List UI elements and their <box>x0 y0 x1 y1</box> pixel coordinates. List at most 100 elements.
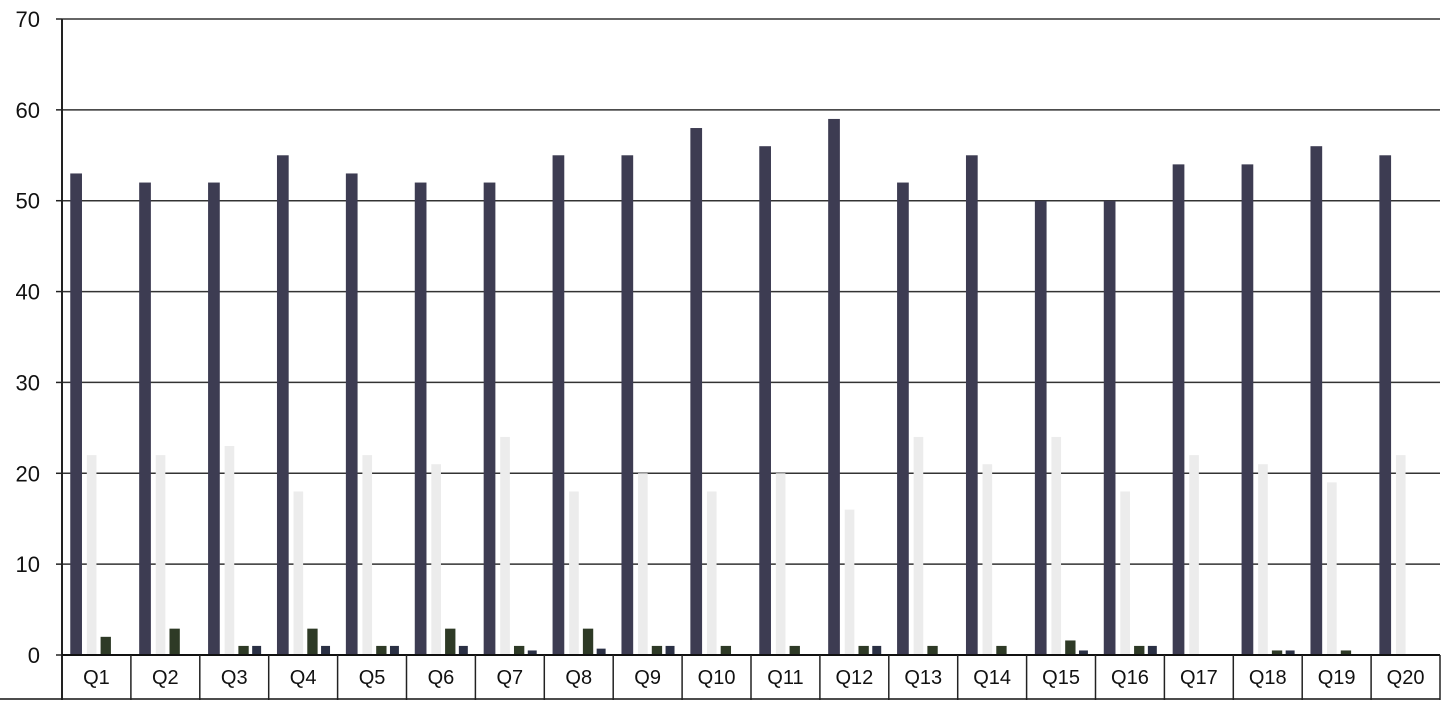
bar-series-1-Q20 <box>1379 155 1392 656</box>
y-tick-label: 40 <box>16 280 40 305</box>
bar-series-2-Q9 <box>638 473 648 655</box>
bar-series-1-Q16 <box>1103 200 1116 655</box>
bars <box>70 118 1406 656</box>
bar-series-2-Q17 <box>1189 455 1199 655</box>
bar-series-3-Q12 <box>858 645 869 655</box>
category-label-Q11: Q11 <box>767 667 803 689</box>
bar-series-1-Q6 <box>414 182 427 656</box>
category-label-Q2: Q2 <box>152 667 179 689</box>
bar-series-4-Q15 <box>1078 650 1088 655</box>
bar-series-2-Q15 <box>1051 436 1062 655</box>
bar-series-4-Q8 <box>596 648 606 655</box>
bar-series-1-Q1 <box>70 173 82 655</box>
category-label-Q8: Q8 <box>565 667 592 689</box>
bar-series-1-Q4 <box>276 155 289 656</box>
bar-series-4-Q16 <box>1147 645 1157 655</box>
bar-series-2-Q4 <box>293 491 304 655</box>
bar-series-3-Q18 <box>1271 650 1283 655</box>
category-label-Q17: Q17 <box>1180 667 1218 689</box>
category-label-Q15: Q15 <box>1042 667 1080 689</box>
y-tick-label: 70 <box>16 7 40 32</box>
gridlines <box>62 18 1440 565</box>
bar-series-1-Q15 <box>1034 200 1047 655</box>
category-label-Q16: Q16 <box>1111 667 1149 689</box>
bar-series-2-Q1 <box>86 455 97 655</box>
bar-series-4-Q9 <box>665 645 675 655</box>
y-tick-label: 20 <box>16 461 40 486</box>
bar-series-1-Q10 <box>690 128 703 655</box>
bar-series-2-Q20 <box>1395 455 1406 655</box>
bar-series-2-Q12 <box>844 509 855 655</box>
bar-series-1-Q8 <box>552 155 565 656</box>
category-table: Q1 Q2 Q3 Q4 Q5 Q6 Q7 Q8 Q9 Q10 Q11 Q12 Q13 Q14 Q15 Q16 Q… <box>0 654 1441 700</box>
y-tick-label: 10 <box>16 552 40 577</box>
category-label-Q18: Q18 <box>1249 667 1287 689</box>
bar-series-2-Q8 <box>569 491 579 655</box>
bar-series-1-Q19 <box>1310 146 1323 655</box>
category-label-Q20: Q20 <box>1387 667 1425 689</box>
category-label-Q12: Q12 <box>835 667 873 689</box>
bar-series-2-Q3 <box>224 446 235 655</box>
bar-series-1-Q7 <box>483 182 496 656</box>
bar-series-2-Q5 <box>362 455 373 655</box>
axes <box>56 18 63 700</box>
bar-series-1-Q13 <box>897 182 909 656</box>
bar-series-3-Q4 <box>307 628 318 655</box>
bar-series-1-Q14 <box>965 155 978 656</box>
bar-series-3-Q8 <box>582 628 594 655</box>
bar-series-4-Q5 <box>389 645 399 655</box>
bar-series-1-Q5 <box>345 173 358 655</box>
bar-series-2-Q6 <box>431 464 441 655</box>
y-tick-label: 50 <box>16 189 40 214</box>
bar-series-4-Q12 <box>872 645 882 655</box>
bar-series-2-Q7 <box>500 436 510 655</box>
bar-series-1-Q18 <box>1241 164 1254 655</box>
bar-series-4-Q3 <box>252 645 262 655</box>
bar-series-4-Q6 <box>458 645 468 655</box>
category-label-Q1: Q1 <box>83 667 110 689</box>
bar-series-1-Q3 <box>208 182 220 656</box>
bar-series-3-Q14 <box>996 645 1007 655</box>
category-label-Q4: Q4 <box>290 667 317 689</box>
bar-series-3-Q7 <box>513 645 525 655</box>
bar-series-2-Q14 <box>982 464 993 655</box>
category-label-Q6: Q6 <box>428 667 455 689</box>
bar-series-2-Q10 <box>706 491 717 655</box>
bar-series-1-Q12 <box>828 118 840 655</box>
bar-series-1-Q2 <box>139 182 151 656</box>
bar-series-3-Q13 <box>927 645 938 655</box>
category-label-Q13: Q13 <box>904 667 942 689</box>
bar-series-2-Q13 <box>913 436 924 655</box>
y-tick-label: 30 <box>16 370 40 395</box>
bar-series-3-Q10 <box>720 645 732 655</box>
bar-series-3-Q2 <box>169 628 180 655</box>
y-tick-label: 0 <box>28 643 40 668</box>
bar-series-2-Q11 <box>775 473 786 655</box>
category-label-Q7: Q7 <box>497 667 524 689</box>
y-tick-labels: 0 10 20 30 40 50 60 70 <box>16 7 40 668</box>
bar-series-2-Q16 <box>1120 491 1130 655</box>
bar-series-4-Q18 <box>1285 650 1295 655</box>
category-label-Q5: Q5 <box>359 667 386 689</box>
category-label-Q9: Q9 <box>634 667 661 689</box>
bar-series-1-Q17 <box>1172 164 1185 655</box>
bar-series-1-Q11 <box>759 146 771 655</box>
bar-series-3-Q1 <box>100 636 111 655</box>
category-label-Q19: Q19 <box>1318 667 1356 689</box>
bar-series-2-Q2 <box>155 455 166 655</box>
bar-series-4-Q4 <box>321 645 331 655</box>
bar-series-3-Q19 <box>1340 650 1352 655</box>
bar-series-3-Q6 <box>445 628 456 655</box>
category-label-Q3: Q3 <box>221 667 248 689</box>
bar-series-2-Q19 <box>1327 482 1337 655</box>
bar-series-3-Q15 <box>1065 640 1076 655</box>
bar-series-4-Q7 <box>527 650 537 655</box>
category-label-Q10: Q10 <box>698 667 736 689</box>
bar-series-3-Q5 <box>376 645 387 655</box>
y-tick-label: 60 <box>16 98 40 123</box>
bar-series-3-Q9 <box>651 645 663 655</box>
bar-series-1-Q9 <box>621 155 634 656</box>
bar-series-3-Q3 <box>238 645 249 655</box>
category-label-Q14: Q14 <box>973 667 1011 689</box>
